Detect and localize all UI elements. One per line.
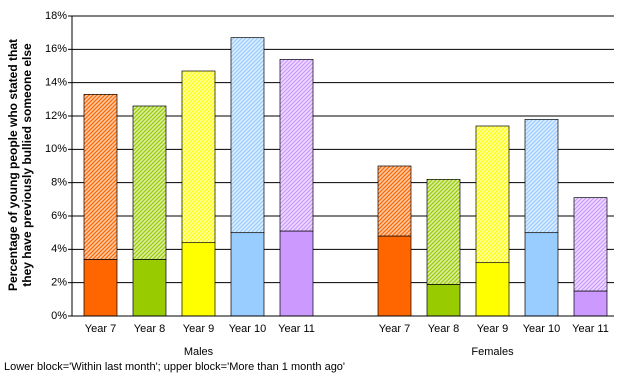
bar-upper — [524, 118, 559, 234]
x-tick-label: Year 7 — [85, 323, 116, 335]
x-tick-label: Year 10 — [229, 323, 267, 335]
bar-upper — [230, 37, 265, 234]
x-tick-label: Year 7 — [379, 323, 410, 335]
bar-upper — [83, 93, 118, 260]
x-tick-label: Year 9 — [477, 323, 508, 335]
bar-lower — [83, 258, 118, 317]
y-tick-label: 12% — [45, 110, 67, 122]
y-tick-label: 18% — [45, 10, 67, 22]
bar-upper — [426, 178, 461, 285]
y-tick-label: 14% — [45, 77, 67, 89]
group-label: Females — [471, 346, 514, 358]
bar-upper — [279, 58, 314, 232]
bar-upper — [475, 125, 510, 264]
y-axis-title: Percentage of young people who stated th… — [6, 39, 20, 291]
bar-upper — [181, 70, 216, 244]
bar-lower — [181, 242, 216, 317]
y-tick-label: 8% — [51, 177, 67, 189]
x-tick-label: Year 11 — [572, 323, 609, 335]
bar-lower — [132, 258, 167, 317]
bar-lower — [426, 283, 461, 317]
bar-upper — [132, 105, 167, 260]
bar-lower — [475, 262, 510, 317]
bar-upper — [573, 197, 608, 292]
bar-upper — [377, 165, 412, 237]
x-tick-label: Year 10 — [523, 323, 561, 335]
note: Lower block='Within last month'; upper b… — [4, 361, 345, 373]
y-tick-label: 10% — [45, 143, 67, 155]
y-tick-label: 2% — [51, 277, 67, 289]
y-axis-title: they have previously bullied someone els… — [20, 43, 34, 287]
y-tick-label: 6% — [51, 210, 67, 222]
group-label: Males — [184, 346, 214, 358]
y-tick-label: 16% — [45, 43, 67, 55]
y-tick-label: 4% — [51, 243, 67, 255]
x-tick-label: Year 11 — [278, 323, 315, 335]
x-tick-label: Year 9 — [183, 323, 214, 335]
bar-lower — [377, 235, 412, 317]
y-tick-label: 0% — [51, 310, 67, 322]
bar-lower — [573, 290, 608, 317]
bar-lower — [279, 230, 314, 317]
x-tick-label: Year 8 — [134, 323, 165, 335]
bar-lower — [524, 232, 559, 317]
x-tick-label: Year 8 — [428, 323, 459, 335]
bar-lower — [230, 232, 265, 317]
